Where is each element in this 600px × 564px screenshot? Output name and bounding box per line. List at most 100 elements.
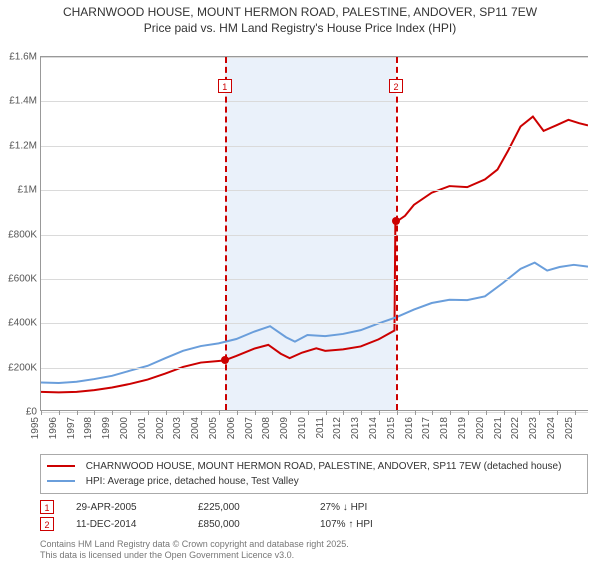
x-tick-label: 1998 xyxy=(83,417,94,439)
line-layer xyxy=(41,57,588,410)
sale-price: £225,000 xyxy=(198,502,298,513)
y-gridline xyxy=(41,279,588,280)
x-tick-mark xyxy=(415,410,416,415)
x-tick-mark xyxy=(379,410,380,415)
x-tick-label: 2011 xyxy=(315,417,326,439)
x-tick-mark xyxy=(486,410,487,415)
x-tick-mark xyxy=(343,410,344,415)
x-tick-mark xyxy=(557,410,558,415)
series-price_paid xyxy=(41,117,588,393)
x-tick-mark xyxy=(255,410,256,415)
y-tick-label: £600K xyxy=(1,273,37,284)
title-line-1: CHARNWOOD HOUSE, MOUNT HERMON ROAD, PALE… xyxy=(10,4,590,20)
x-tick-mark xyxy=(94,410,95,415)
x-tick-label: 2008 xyxy=(261,417,272,439)
x-tick-label: 2002 xyxy=(154,417,165,439)
y-tick-label: £0 xyxy=(1,407,37,418)
x-tick-mark xyxy=(41,410,42,415)
y-tick-label: £1.2M xyxy=(1,140,37,151)
x-tick-mark xyxy=(575,410,576,415)
x-tick-label: 2007 xyxy=(243,417,254,439)
chart-title: CHARNWOOD HOUSE, MOUNT HERMON ROAD, PALE… xyxy=(10,4,590,36)
x-tick-label: 2006 xyxy=(226,417,237,439)
x-tick-mark xyxy=(539,410,540,415)
y-gridline xyxy=(41,190,588,191)
sale-row: 211-DEC-2014£850,000107% ↑ HPI xyxy=(40,517,588,531)
y-gridline xyxy=(41,323,588,324)
legend: CHARNWOOD HOUSE, MOUNT HERMON ROAD, PALE… xyxy=(40,454,588,534)
y-tick-label: £800K xyxy=(1,229,37,240)
x-tick-label: 2001 xyxy=(137,417,148,439)
x-tick-mark xyxy=(450,410,451,415)
footer-line-2: This data is licensed under the Open Gov… xyxy=(40,550,588,562)
x-tick-label: 2010 xyxy=(297,417,308,439)
x-tick-label: 2012 xyxy=(332,417,343,439)
legend-item-hpi: HPI: Average price, detached house, Test… xyxy=(47,474,581,489)
chart-container: CHARNWOOD HOUSE, MOUNT HERMON ROAD, PALE… xyxy=(0,4,600,564)
x-tick-label: 2023 xyxy=(528,417,539,439)
legend-swatch-hpi xyxy=(47,480,75,482)
x-tick-label: 2025 xyxy=(564,417,575,439)
sale-marker: 2 xyxy=(40,517,54,531)
x-tick-label: 2018 xyxy=(439,417,450,439)
x-tick-label: 2005 xyxy=(208,417,219,439)
x-tick-label: 2017 xyxy=(421,417,432,439)
x-tick-label: 2009 xyxy=(279,417,290,439)
x-tick-label: 2013 xyxy=(350,417,361,439)
sale-marker: 1 xyxy=(40,500,54,514)
sale-delta: 107% ↑ HPI xyxy=(320,519,420,530)
x-tick-label: 1997 xyxy=(65,417,76,439)
x-tick-mark xyxy=(397,410,398,415)
x-tick-mark xyxy=(201,410,202,415)
x-tick-mark xyxy=(468,410,469,415)
y-gridline xyxy=(41,235,588,236)
sales-table: 129-APR-2005£225,00027% ↓ HPI211-DEC-201… xyxy=(40,500,588,531)
x-tick-label: 1996 xyxy=(48,417,59,439)
sale-row: 1 29-APR-2005 £225,000 27% ↓ HPI xyxy=(40,500,588,514)
plot-area: £0£200K£400K£600K£800K£1M£1.2M£1.4M£1.6M… xyxy=(40,56,588,411)
y-gridline xyxy=(41,146,588,147)
x-tick-mark xyxy=(237,410,238,415)
y-gridline xyxy=(41,412,588,413)
x-tick-mark xyxy=(361,410,362,415)
event-line xyxy=(396,57,398,410)
x-tick-label: 2000 xyxy=(119,417,130,439)
y-tick-label: £200K xyxy=(1,362,37,373)
x-tick-label: 2016 xyxy=(404,417,415,439)
legend-item-price: CHARNWOOD HOUSE, MOUNT HERMON ROAD, PALE… xyxy=(47,459,581,474)
x-tick-label: 2004 xyxy=(190,417,201,439)
x-tick-mark xyxy=(59,410,60,415)
footer-line-1: Contains HM Land Registry data © Crown c… xyxy=(40,539,588,551)
x-tick-label: 2024 xyxy=(546,417,557,439)
x-tick-mark xyxy=(290,410,291,415)
title-line-2: Price paid vs. HM Land Registry's House … xyxy=(10,20,590,36)
x-tick-label: 1999 xyxy=(101,417,112,439)
x-tick-label: 2021 xyxy=(492,417,503,439)
x-tick-mark xyxy=(183,410,184,415)
sale-dot xyxy=(221,356,229,364)
x-tick-mark xyxy=(272,410,273,415)
x-tick-mark xyxy=(308,410,309,415)
x-tick-mark xyxy=(326,410,327,415)
y-gridline xyxy=(41,368,588,369)
sale-date: 29-APR-2005 xyxy=(76,502,176,513)
footer: Contains HM Land Registry data © Crown c… xyxy=(40,539,588,562)
x-tick-label: 2014 xyxy=(368,417,379,439)
x-tick-mark xyxy=(504,410,505,415)
event-marker: 2 xyxy=(389,79,403,93)
sale-dot xyxy=(392,217,400,225)
y-gridline xyxy=(41,57,588,58)
legend-label-hpi: HPI: Average price, detached house, Test… xyxy=(86,476,299,487)
sale-delta: 27% ↓ HPI xyxy=(320,502,420,513)
x-tick-label: 1995 xyxy=(30,417,41,439)
x-tick-mark xyxy=(77,410,78,415)
x-tick-mark xyxy=(521,410,522,415)
y-tick-label: £1.4M xyxy=(1,96,37,107)
sale-price: £850,000 xyxy=(198,519,298,530)
x-tick-mark xyxy=(219,410,220,415)
legend-label-price: CHARNWOOD HOUSE, MOUNT HERMON ROAD, PALE… xyxy=(86,461,562,472)
x-tick-label: 2020 xyxy=(475,417,486,439)
x-tick-label: 2022 xyxy=(510,417,521,439)
legend-box: CHARNWOOD HOUSE, MOUNT HERMON ROAD, PALE… xyxy=(40,454,588,494)
x-tick-label: 2019 xyxy=(457,417,468,439)
